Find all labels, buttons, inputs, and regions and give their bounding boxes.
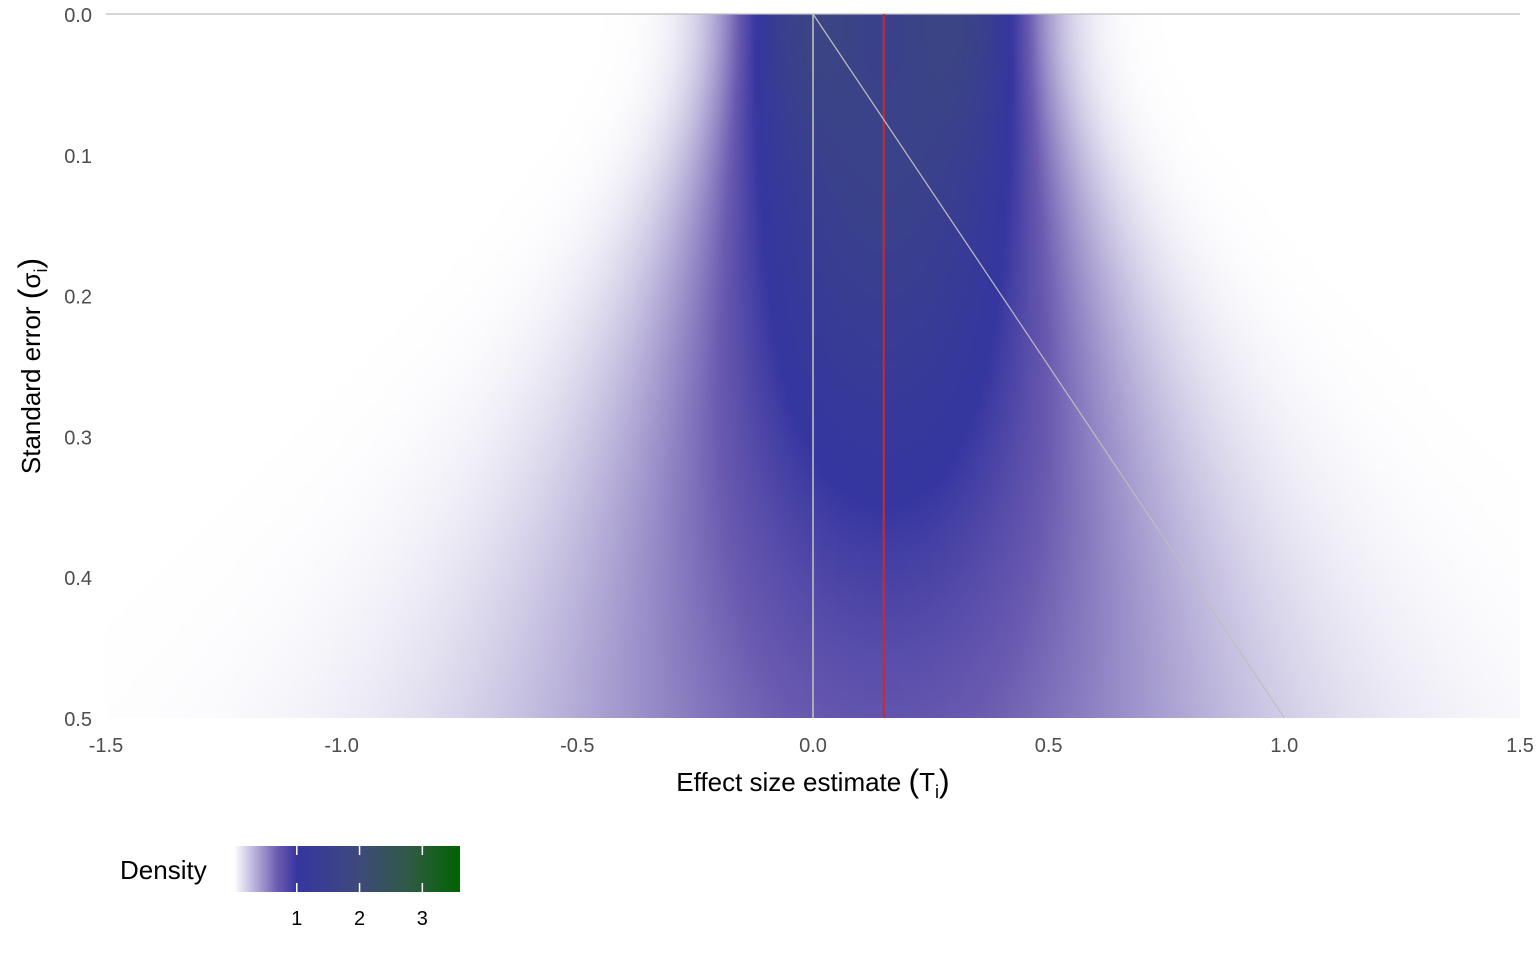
x-axis-title-text: Effect size estimate <box>676 767 901 797</box>
y-axis-title-paren-open: ( <box>12 288 48 299</box>
y-tick-label: 0.1 <box>64 146 92 168</box>
y-axis-title-paren-close: ) <box>12 258 48 269</box>
x-tick-label: 1.5 <box>1506 735 1534 757</box>
x-axis-title-subscript: i <box>935 782 939 802</box>
y-axis-tick-labels: 0.0 0.1 0.2 0.3 0.4 0.5 <box>64 5 92 731</box>
y-tick-label: 0.2 <box>64 287 92 309</box>
significance-boundary-line <box>812 13 1285 719</box>
y-axis-title-text: Standard error <box>16 306 46 474</box>
x-tick-label: 0.0 <box>799 735 827 757</box>
x-tick-label: -1.5 <box>89 735 123 757</box>
y-tick-label: 0.4 <box>64 568 92 590</box>
y-axis-title-symbol: σ <box>16 273 46 289</box>
legend-tick-label: 1 <box>291 908 302 930</box>
legend-tick-label: 2 <box>354 908 365 930</box>
reference-lines <box>106 13 1520 719</box>
y-tick-label: 0.3 <box>64 427 92 449</box>
y-tick-label: 0.5 <box>64 709 92 731</box>
x-axis-title-paren-open: ( <box>908 763 919 799</box>
x-tick-label: 0.5 <box>1035 735 1063 757</box>
y-axis-title-subscript: i <box>31 269 51 273</box>
x-axis-title-paren-close: ) <box>939 763 950 799</box>
y-tick-label: 0.0 <box>64 5 92 27</box>
x-axis-title: Effect size estimate (Ti) <box>676 763 949 802</box>
x-tick-label: -0.5 <box>560 735 594 757</box>
legend-ticks: 1 2 3 <box>291 846 428 930</box>
legend-tick-label: 3 <box>417 908 428 930</box>
x-tick-label: 1.0 <box>1270 735 1298 757</box>
legend-title: Density <box>120 855 207 885</box>
x-axis-tick-labels: -1.5 -1.0 -0.5 0.0 0.5 1.0 1.5 <box>89 735 1534 757</box>
x-axis-title-symbol: T <box>919 767 935 797</box>
y-axis-title: Standard error (σi) <box>12 258 51 474</box>
legend-colorbar <box>234 846 460 892</box>
x-tick-label: -1.0 <box>324 735 358 757</box>
legend: Density 1 2 3 <box>120 846 460 930</box>
